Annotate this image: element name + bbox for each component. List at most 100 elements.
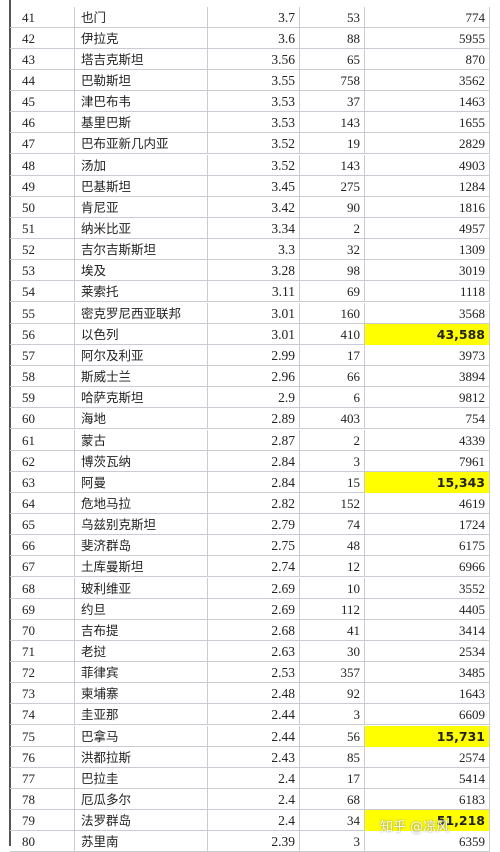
table-row: 63 阿曼 2.84 15 15,343 xyxy=(10,471,490,493)
table-row: 48 汤加 3.52 143 4903 xyxy=(10,154,490,176)
table-cell: 2.69 xyxy=(208,598,300,620)
table-cell: 57 xyxy=(10,344,75,366)
table-row: 51 纳米比亚 3.34 2 4957 xyxy=(10,218,490,239)
table-cell: 2829 xyxy=(365,133,490,155)
table-cell: 53 xyxy=(300,6,365,28)
table-cell: 51,218 xyxy=(365,810,490,832)
table-row: 54 莱索托 3.11 69 1118 xyxy=(10,281,490,303)
table-cell: 3568 xyxy=(365,302,490,324)
table-cell: 土库曼斯坦 xyxy=(75,556,208,578)
table-cell: 43 xyxy=(10,48,75,70)
table-cell: 海地 xyxy=(75,408,208,430)
table-cell: 69 xyxy=(300,281,365,303)
table-cell: 76 xyxy=(10,746,75,768)
table-cell: 45 xyxy=(10,91,75,113)
table-cell: 2.89 xyxy=(208,408,300,430)
table-cell: 92 xyxy=(300,683,365,705)
table-cell: 1816 xyxy=(365,196,490,218)
table-cell: 754 xyxy=(365,408,490,430)
table-cell: 老挝 xyxy=(75,641,208,662)
table-cell: 66 xyxy=(10,535,75,557)
table-cell: 苏里南 xyxy=(75,831,208,852)
table-cell: 以色列 xyxy=(75,323,208,345)
table-cell: 斯威士兰 xyxy=(75,366,208,388)
table-cell: 1643 xyxy=(365,683,490,705)
table-cell: 143 xyxy=(300,112,365,134)
table-cell: 42 xyxy=(10,27,75,49)
table-cell: 1655 xyxy=(365,112,490,134)
table-row: 68 玻利维亚 2.69 10 3552 xyxy=(10,577,490,599)
table-row: 50 肯尼亚 3.42 90 1816 xyxy=(10,196,490,218)
table-cell: 112 xyxy=(300,598,365,620)
table-row: 74 圭亚那 2.44 3 6609 xyxy=(10,704,490,726)
table-cell: 5414 xyxy=(365,767,490,789)
table-cell: 2.69 xyxy=(208,577,300,599)
table-cell: 410 xyxy=(300,323,365,345)
table-cell: 66 xyxy=(300,366,365,388)
table-cell: 博茨瓦纳 xyxy=(75,450,208,472)
table-row: 41 也门 3.7 53 774 xyxy=(10,6,490,28)
table-cell: 6183 xyxy=(365,789,490,811)
table-row: 57 阿尔及利亚 2.99 17 3973 xyxy=(10,344,490,366)
table-row: 62 博茨瓦纳 2.84 3 7961 xyxy=(10,450,490,472)
table-cell: 3552 xyxy=(365,577,490,599)
table-cell: 357 xyxy=(300,662,365,684)
table-cell: 49 xyxy=(10,175,75,197)
table-cell: 3 xyxy=(300,831,365,852)
table-cell: 5955 xyxy=(365,27,490,49)
table-cell: 403 xyxy=(300,408,365,430)
table-cell: 2.39 xyxy=(208,831,300,852)
table-cell: 2.87 xyxy=(208,429,300,451)
table-cell: 密克罗尼西亚联邦 xyxy=(75,302,208,324)
table-cell: 77 xyxy=(10,767,75,789)
table-cell: 1118 xyxy=(365,281,490,303)
table-row: 58 斯威士兰 2.96 66 3894 xyxy=(10,366,490,388)
table-row: 55 密克罗尼西亚联邦 3.01 160 3568 xyxy=(10,302,490,324)
table-cell: 柬埔寨 xyxy=(75,683,208,705)
table-cell: 危地马拉 xyxy=(75,492,208,514)
table-cell: 160 xyxy=(300,302,365,324)
table-cell: 19 xyxy=(300,133,365,155)
table-cell: 2574 xyxy=(365,746,490,768)
table-cell: 44 xyxy=(10,69,75,91)
table-cell: 30 xyxy=(300,641,365,662)
table-row: 56 以色列 3.01 410 43,588 xyxy=(10,323,490,345)
table-cell: 72 xyxy=(10,662,75,684)
table-cell: 64 xyxy=(10,492,75,514)
table-cell: 3 xyxy=(300,450,365,472)
table-cell: 巴基斯坦 xyxy=(75,175,208,197)
table-cell: 斐济群岛 xyxy=(75,535,208,557)
table-cell: 3973 xyxy=(365,344,490,366)
table-cell: 74 xyxy=(300,514,365,536)
table-row: 53 埃及 3.28 98 3019 xyxy=(10,260,490,282)
table-cell: 3.01 xyxy=(208,302,300,324)
table-cell: 50 xyxy=(10,196,75,218)
table-cell: 塔吉克斯坦 xyxy=(75,48,208,70)
table-cell: 32 xyxy=(300,239,365,261)
table-cell: 48 xyxy=(300,535,365,557)
table-cell: 9812 xyxy=(365,387,490,409)
table-cell: 51 xyxy=(10,218,75,239)
table-row: 45 津巴布韦 3.53 37 1463 xyxy=(10,91,490,113)
table-cell: 69 xyxy=(10,598,75,620)
table-cell: 吉布提 xyxy=(75,619,208,641)
table-cell: 75 xyxy=(10,725,75,747)
table-cell: 伊拉克 xyxy=(75,27,208,49)
table-cell: 1724 xyxy=(365,514,490,536)
table-cell: 3.3 xyxy=(208,239,300,261)
table-cell: 15,731 xyxy=(365,725,490,747)
table-cell: 埃及 xyxy=(75,260,208,282)
table-cell: 2.9 xyxy=(208,387,300,409)
table-cell: 巴布亚新几内亚 xyxy=(75,133,208,155)
watermark: 知乎 @凉风 xyxy=(380,820,450,835)
table-cell: 15 xyxy=(300,471,365,493)
table-cell: 6966 xyxy=(365,556,490,578)
table-cell: 圭亚那 xyxy=(75,704,208,726)
table-row: 43 塔吉克斯坦 3.56 65 870 xyxy=(10,48,490,70)
table-cell: 菲律宾 xyxy=(75,662,208,684)
table-cell: 3.34 xyxy=(208,218,300,239)
table-cell: 15,343 xyxy=(365,471,490,493)
table-cell: 肯尼亚 xyxy=(75,196,208,218)
table-cell: 78 xyxy=(10,789,75,811)
table-row: 61 蒙古 2.87 2 4339 xyxy=(10,429,490,451)
